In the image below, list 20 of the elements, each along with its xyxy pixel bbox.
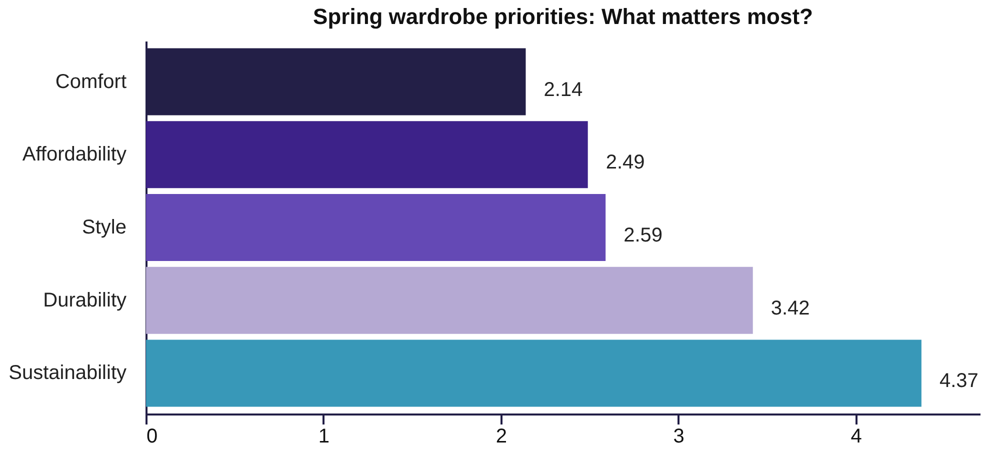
y-tick-label: Style [82, 216, 126, 238]
x-tick-label: 1 [318, 426, 330, 448]
data-label: 2.59 [624, 224, 663, 246]
bar [146, 266, 753, 334]
data-label: 3.42 [770, 297, 810, 320]
data-label: 2.14 [544, 78, 583, 101]
bar [146, 194, 606, 262]
y-tick-label: Durability [43, 289, 126, 312]
data-label: 4.37 [939, 370, 978, 392]
x-tick-label: 3 [673, 426, 684, 448]
bar [146, 340, 922, 407]
x-tick-label: 2 [496, 426, 507, 448]
x-tick-label: 0 [146, 426, 158, 448]
y-tick-label: Affordability [22, 144, 126, 166]
y-tick-label: Comfort [55, 70, 127, 93]
data-label: 2.49 [606, 152, 645, 174]
x-tick-label: 4 [850, 426, 862, 448]
bar [146, 121, 588, 188]
y-tick-label: Sustainability [8, 362, 126, 384]
chart-title: Spring wardrobe priorities: What matters most? [313, 4, 813, 29]
